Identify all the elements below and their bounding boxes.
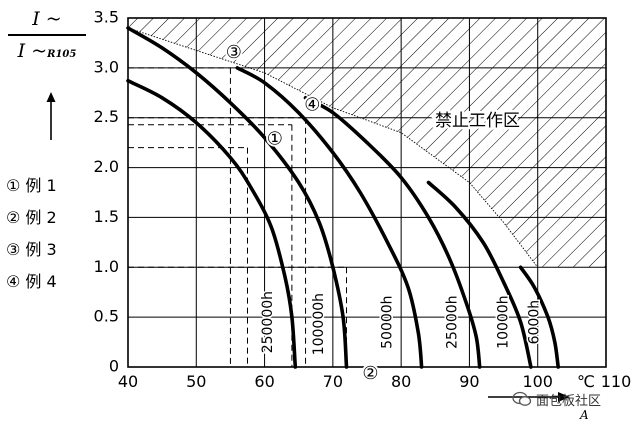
curve-label: 250000h (260, 291, 276, 353)
lifetime-curves (126, 26, 560, 369)
example-marker: ④ (304, 95, 320, 116)
curve-6000h (518, 265, 560, 369)
example-legend: ① 例 1 ② 例 2 ③ 例 3 ④ 例 4 (6, 170, 57, 298)
curve-25000h (303, 96, 482, 369)
y-axis-label: I ~ I ~R105 (6, 8, 88, 66)
curve-label: 25000h (444, 295, 460, 348)
y-tick-label: 0 (109, 357, 119, 376)
y-tick-label: 1.5 (94, 207, 119, 226)
legend-item: ② 例 2 (6, 208, 57, 227)
example-marker: ③ (226, 42, 242, 63)
x-tick-label: 90 (459, 372, 479, 391)
curve-250000h (126, 79, 298, 369)
x-tick-label: 50 (186, 372, 206, 391)
curve-label: 10000h (496, 295, 512, 348)
x-axis-subscript: A (579, 408, 589, 422)
watermark: 面包板社区 (512, 388, 638, 410)
legend-item: ① 例 1 (6, 176, 57, 195)
x-tick-label: 100 (522, 372, 553, 391)
x-axis-arrowhead-icon (558, 392, 570, 402)
y-tick-label: 3.0 (94, 57, 119, 76)
y-axis-label-denominator: I ~R105 (17, 39, 77, 62)
legend-item: ④ 例 4 (6, 272, 57, 291)
watermark-text: 面包板社区 (536, 393, 602, 409)
example-marker: ② (362, 363, 378, 384)
y-axis-label-subscript: R105 (47, 48, 77, 60)
grid (127, 17, 607, 368)
y-axis-arrow-icon (46, 92, 56, 140)
curve-label: 50000h (379, 295, 395, 348)
limit-line (127, 27, 539, 268)
y-tick-label: 3.5 (94, 8, 119, 27)
x-unit-label: ℃ (577, 372, 595, 391)
x-tick-label: 110 (601, 372, 632, 391)
wechat-icon (512, 391, 532, 406)
forbidden-zone-label: 禁止工作区 (435, 111, 520, 131)
x-tick-label: 40 (118, 372, 138, 391)
curve-label: 6000h (526, 300, 542, 345)
x-tick-label: 70 (323, 372, 343, 391)
curve-10000h (426, 180, 533, 369)
curve-100000h (126, 26, 349, 369)
y-tick-label: 2.5 (94, 107, 119, 126)
curve-label: 100000h (311, 293, 327, 355)
x-tick-label: 60 (254, 372, 274, 391)
y-tick-label: 2.0 (94, 157, 119, 176)
curve-50000h (235, 66, 424, 369)
forbidden-zone (128, 18, 606, 268)
x-tick-label: 80 (391, 372, 411, 391)
plot-frame (127, 17, 607, 368)
y-axis-label-numerator: I ~ (32, 8, 62, 30)
y-tick-label: 1.0 (94, 257, 119, 276)
y-tick-label: 0.5 (94, 307, 119, 326)
legend-item: ③ 例 3 (6, 240, 57, 259)
example-marker: ① (267, 129, 283, 150)
fraction-bar (8, 34, 86, 36)
